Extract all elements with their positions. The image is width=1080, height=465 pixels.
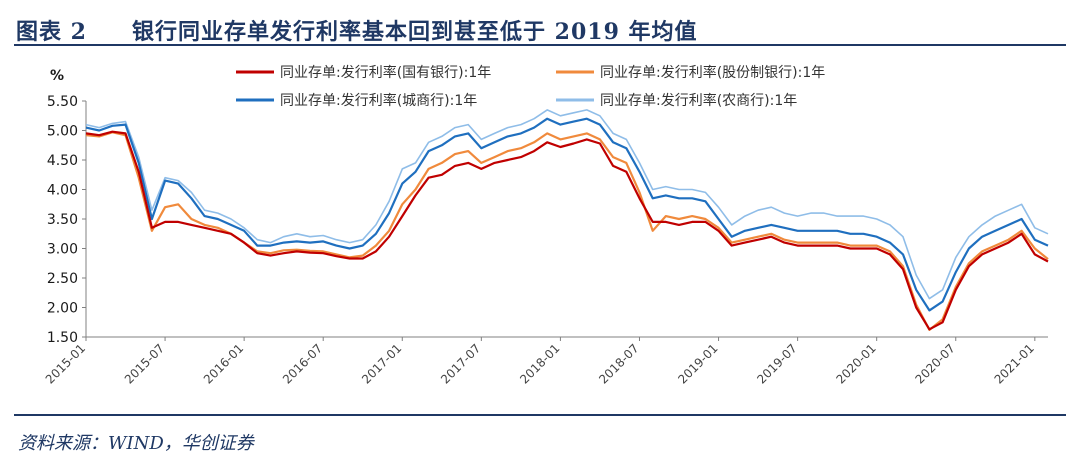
- series-line-3: [85, 117, 1049, 312]
- x-tick-label: 2018-01: [517, 341, 562, 386]
- series-line-1: [85, 130, 1049, 331]
- legend-label-2: 同业存单:发行利率(股份制银行):1年: [600, 64, 825, 81]
- x-tick-label: 2017-07: [438, 341, 483, 386]
- x-tick-label: 2015-01: [43, 341, 88, 386]
- series-line-4: [85, 109, 1049, 300]
- source-footer: 资料来源：WIND，华创证券: [14, 414, 1066, 464]
- y-tick-label: 5.50: [47, 94, 78, 110]
- x-tick-label: 2019-07: [754, 341, 799, 386]
- y-axis-unit: %: [50, 68, 64, 84]
- source-note: 资料来源：WIND，华创证券: [18, 433, 254, 454]
- chart-series-lines: [85, 109, 1049, 331]
- x-tick-label: 2015-07: [122, 341, 167, 386]
- legend-label-3: 同业存单:发行利率(城商行):1年: [280, 92, 477, 109]
- y-tick-label: 5.00: [47, 124, 78, 140]
- figure-header: 图表 2 银行同业存单发行利率基本回到甚至低于 2019 年均值: [14, 8, 1066, 46]
- y-tick-label: 3.00: [47, 242, 78, 258]
- x-tick-label: 2019-01: [675, 341, 720, 386]
- x-tick-label: 2016-01: [201, 341, 246, 386]
- chart-axes: 1.50 2.00 2.50 3.00 3.50 4.00 4.50 5.00 5.50% 201…: [43, 68, 1048, 387]
- y-tick-label: 1.50: [47, 330, 78, 346]
- series-line-2: [85, 131, 1049, 331]
- line-chart: 1.50 2.00 2.50 3.00 3.50 4.00 4.50 5.00 5.50% 201…: [43, 64, 1049, 387]
- y-tick-label: 3.50: [47, 212, 78, 228]
- figure-title: 银行同业存单发行利率基本回到甚至低于 2019 年均值: [132, 19, 698, 45]
- legend-label-4: 同业存单:发行利率(农商行):1年: [600, 92, 797, 109]
- x-tick-label: 2017-01: [359, 341, 404, 386]
- y-tick-label: 4.00: [47, 183, 78, 199]
- y-tick-label: 4.50: [47, 153, 78, 169]
- x-tick-label: 2018-07: [596, 341, 641, 386]
- legend-label-1: 同业存单:发行利率(国有银行):1年: [280, 64, 491, 81]
- x-tick-label: 2020-07: [913, 341, 958, 386]
- y-tick-label: 2.50: [47, 271, 78, 287]
- chart-legend: 同业存单:发行利率(国有银行):1年 同业存单:发行利率(股份制银行):1年同业存…: [236, 64, 825, 109]
- y-tick-label: 2.00: [47, 301, 78, 317]
- x-tick-label: 2021-01: [992, 341, 1037, 386]
- x-tick-label: 2020-01: [833, 341, 878, 386]
- x-tick-label: 2016-07: [280, 341, 325, 386]
- figure-label: 图表 2: [16, 19, 87, 45]
